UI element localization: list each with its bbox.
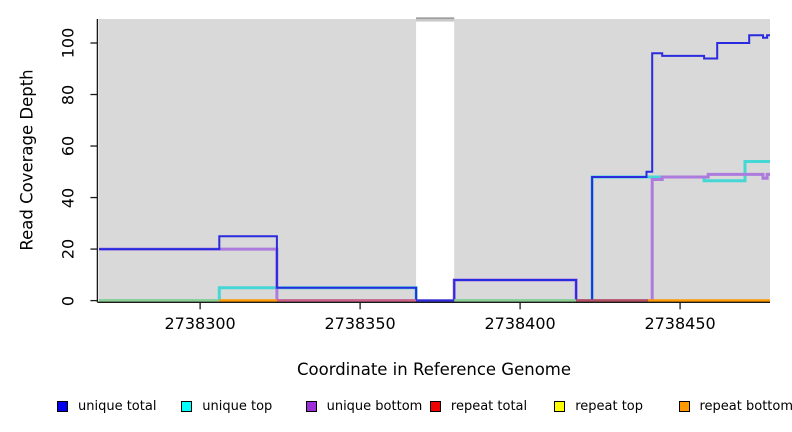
y-tick-label: 60 bbox=[58, 135, 78, 157]
legend-swatch bbox=[305, 401, 317, 412]
legend-label: repeat total bbox=[450, 399, 528, 414]
legend-item-repeat-bottom: repeat bottom bbox=[678, 399, 792, 414]
legend-item-repeat-top: repeat top bbox=[554, 399, 643, 414]
legend-item-unique-total: unique total bbox=[57, 399, 157, 414]
x-tick-label: 2738300 bbox=[164, 314, 236, 333]
legend-swatch bbox=[181, 401, 193, 412]
legend-swatch bbox=[57, 401, 68, 412]
legend-label: unique top bbox=[202, 399, 273, 414]
y-axis-title: Read Coverage Depth bbox=[17, 69, 37, 251]
legend-label: unique total bbox=[78, 399, 157, 414]
x-tick-label: 2738400 bbox=[484, 314, 556, 333]
y-tick-label: 40 bbox=[58, 187, 78, 208]
legend-label: repeat bottom bbox=[699, 399, 792, 414]
legend-label: repeat top bbox=[575, 399, 643, 414]
y-tick-label: 80 bbox=[58, 84, 78, 105]
y-tick-label: 100 bbox=[58, 27, 78, 59]
legend-item-repeat-total: repeat total bbox=[429, 399, 528, 414]
legend-item-unique-top: unique top bbox=[181, 399, 273, 414]
series-unique-total bbox=[99, 34, 770, 302]
legend-item-unique-bottom: unique bottom bbox=[305, 399, 423, 414]
legend-swatch bbox=[554, 401, 566, 412]
gap-cap bbox=[416, 17, 455, 22]
y-tick-label: 20 bbox=[58, 238, 78, 260]
gap-region bbox=[416, 21, 455, 302]
legend-swatch bbox=[429, 401, 441, 412]
x-tick-label: 2738350 bbox=[324, 314, 396, 333]
legend-label: unique bottom bbox=[326, 399, 423, 414]
x-axis-title: Coordinate in Reference Genome bbox=[296, 360, 572, 379]
legend-swatch bbox=[678, 401, 690, 412]
y-tick-label: 0 bbox=[58, 295, 78, 306]
x-tick-label: 2738450 bbox=[644, 314, 716, 333]
